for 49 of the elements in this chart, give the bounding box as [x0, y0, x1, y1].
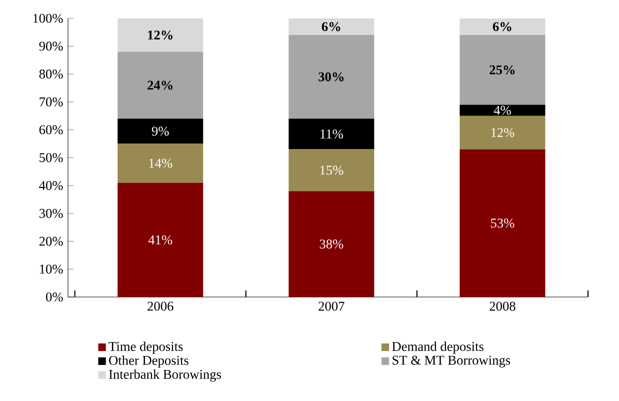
- bar: [460, 116, 546, 150]
- y-tick-label: 30%: [40, 208, 63, 218]
- y-tick-label: 80%: [39, 70, 63, 79]
- x-tick-label: 2007: [318, 302, 344, 311]
- data-label: 38%: [320, 240, 344, 249]
- y-tick-label: 100%: [33, 14, 63, 23]
- legend-label: Time deposits: [108, 342, 183, 354]
- data-label: 25%: [490, 65, 515, 74]
- y-tick-label: 90%: [39, 42, 63, 51]
- data-label: 6%: [322, 22, 340, 32]
- bar: [288, 149, 374, 192]
- data-label: 15%: [320, 166, 344, 175]
- bar: [118, 52, 204, 119]
- y-tick-label: 50%: [40, 153, 63, 162]
- bar: [118, 144, 204, 183]
- data-label: 11%: [320, 129, 343, 138]
- x-tick-label: 2006: [148, 302, 174, 311]
- data-label: 12%: [148, 30, 172, 40]
- legend-label: Other Deposits: [109, 356, 188, 368]
- bar: [460, 35, 546, 105]
- bar: [118, 18, 204, 52]
- legend-label: Demand deposits: [392, 342, 484, 354]
- y-tick-label: 40%: [39, 181, 63, 190]
- bar: [288, 35, 374, 119]
- data-label: 6%: [492, 22, 512, 32]
- data-label: 12%: [491, 128, 514, 138]
- data-label: 53%: [491, 218, 514, 228]
- data-label: 24%: [148, 80, 172, 90]
- bar: [460, 18, 546, 36]
- data-label: 4%: [494, 106, 511, 115]
- data-label: 41%: [148, 235, 172, 244]
- y-tick-label: 0%: [46, 292, 63, 302]
- bar: [288, 18, 374, 36]
- legend-label: ST & MT Borrowings: [392, 356, 510, 368]
- bar: [460, 104, 546, 116]
- y-tick-label: 10%: [40, 264, 63, 274]
- y-tick-label: 70%: [40, 97, 63, 106]
- x-tick-label: 2008: [490, 302, 516, 311]
- y-tick-label: 20%: [39, 236, 63, 246]
- bar: [460, 149, 546, 297]
- bar: [288, 191, 374, 297]
- legend-label: Interbank Borowings: [109, 369, 221, 382]
- data-label: 30%: [318, 72, 344, 82]
- data-label: 14%: [149, 158, 172, 168]
- bar: [288, 118, 374, 150]
- bar: [118, 118, 204, 144]
- data-label: 9%: [152, 126, 169, 136]
- bar: [118, 182, 204, 297]
- y-tick-label: 60%: [39, 125, 63, 134]
